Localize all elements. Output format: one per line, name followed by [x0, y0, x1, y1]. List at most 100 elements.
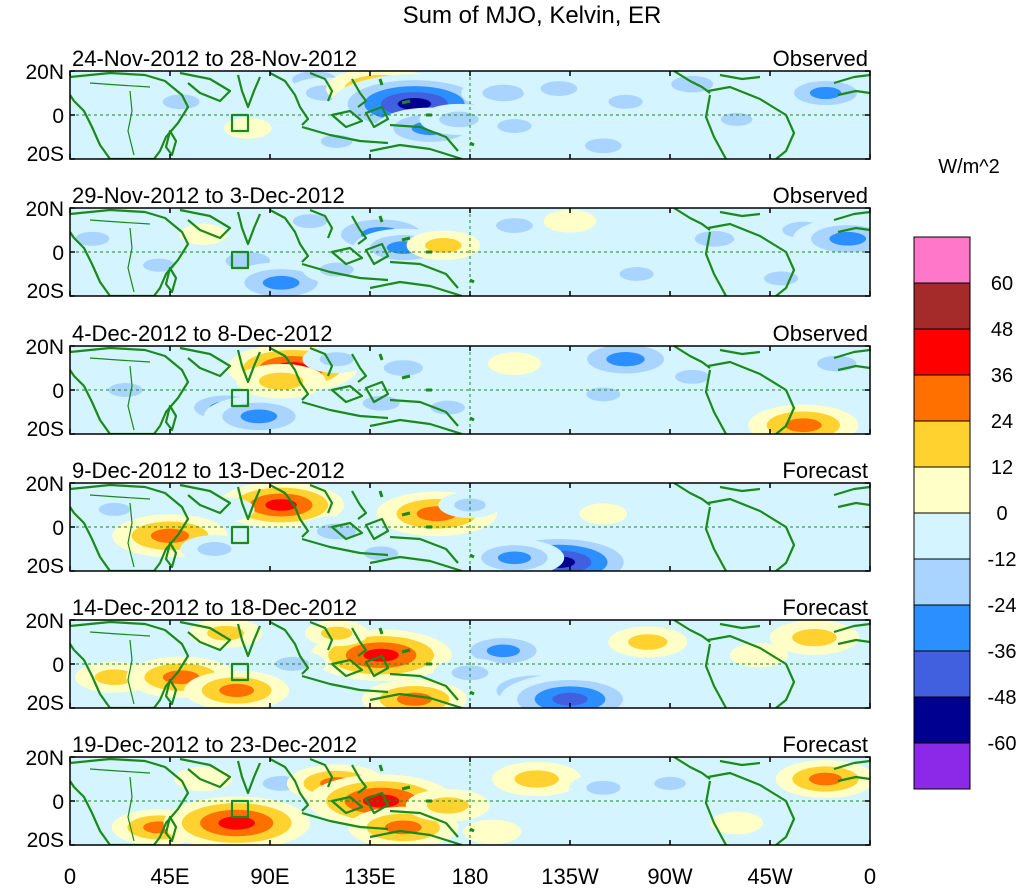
- field-contour: [196, 497, 255, 522]
- field-contour: [584, 138, 622, 154]
- field-contour: [174, 129, 233, 154]
- colorbar-units-label: W/m^2: [938, 156, 1000, 178]
- chart-title: Sum of MJO, Kelvin, ER: [403, 2, 662, 29]
- field-contour: [514, 770, 559, 788]
- field-contour: [179, 223, 228, 245]
- field-contour: [729, 643, 788, 668]
- colorbar-label: -48: [988, 687, 1017, 709]
- x-tick-label: 180: [452, 864, 489, 889]
- field-contour: [720, 112, 753, 126]
- y-tick-label: 20N: [25, 198, 64, 221]
- y-tick-label: 0: [52, 791, 64, 814]
- colorbar-swatch: [913, 742, 971, 790]
- y-tick-label: 20S: [27, 829, 64, 852]
- field-contour: [162, 94, 200, 110]
- field-contour: [785, 418, 822, 433]
- field-contour: [710, 811, 764, 835]
- panel-kind: Observed: [773, 46, 868, 71]
- panel-period: 14-Dec-2012 to 18-Dec-2012: [72, 595, 357, 620]
- map-panel: 20N 0 20S 29-Nov-2012 to 3-Dec-2012 Observed: [25, 183, 871, 303]
- y-tick-label: 20N: [25, 61, 64, 84]
- field-contour: [197, 542, 232, 556]
- field-contour: [628, 634, 668, 650]
- field-contour: [258, 372, 304, 390]
- field-contour: [454, 498, 486, 512]
- field-contour: [150, 528, 190, 543]
- field-contour: [809, 86, 842, 100]
- field-contour: [424, 238, 462, 253]
- field-contour: [496, 218, 533, 233]
- x-tick-label: 45E: [150, 864, 189, 889]
- field-contour: [463, 819, 522, 844]
- field-contour: [292, 214, 328, 229]
- map-panel: 20N 0 20S 19-Dec-2012 to 23-Dec-2012 Forecas…: [25, 732, 871, 852]
- field-contour: [497, 119, 532, 133]
- panel-period: 4-Dec-2012 to 8-Dec-2012: [72, 321, 332, 346]
- colorbar: W/m^2 60 48 36 24 12 0 -12 -24 -36 -48 -60: [913, 156, 1017, 790]
- y-tick-label: 0: [52, 517, 64, 540]
- x-tick-label: 135W: [541, 864, 599, 889]
- field-contour: [430, 400, 465, 415]
- field-contour: [75, 231, 110, 246]
- colorbar-swatch: [913, 650, 971, 698]
- panel-period: 9-Dec-2012 to 13-Dec-2012: [72, 458, 345, 483]
- field-contour: [482, 84, 525, 102]
- field-contour: [497, 551, 532, 565]
- field-contour: [94, 669, 135, 685]
- field-contour: [608, 94, 643, 109]
- panel-period: 29-Nov-2012 to 3-Dec-2012: [72, 183, 345, 208]
- field-contour: [174, 766, 233, 792]
- y-tick-label: 0: [52, 380, 64, 403]
- field-contour: [98, 502, 131, 516]
- panel-period: 24-Nov-2012 to 28-Nov-2012: [72, 46, 357, 71]
- colorbar-label: 48: [991, 319, 1013, 341]
- x-tick-label: 45W: [747, 864, 792, 889]
- colorbar-swatch: [913, 282, 971, 330]
- map-panel: 20N 0 20S 14-Dec-2012 to 18-Dec-2012 Forecas…: [25, 595, 871, 715]
- colorbar-swatch: [913, 466, 971, 514]
- field-contour: [707, 519, 766, 544]
- field-contour: [207, 625, 244, 641]
- map-panel: 20N 0 20S 24-Nov-2012 to 28-Nov-2012 Observe…: [25, 46, 871, 166]
- colorbar-swatch: [913, 512, 971, 560]
- colorbar-label: 36: [991, 365, 1013, 387]
- y-tick-label: 20N: [25, 747, 64, 770]
- y-tick-label: 20N: [25, 610, 64, 633]
- panel-kind: Observed: [773, 183, 868, 208]
- field-contour: [552, 692, 588, 706]
- colorbar-label: 12: [991, 457, 1013, 479]
- map-panel: 20N 0 20S 9-Dec-2012 to 13-Dec-2012 Forecast: [25, 458, 871, 578]
- field-contour: [808, 772, 843, 786]
- y-tick-label: 20N: [25, 473, 64, 496]
- x-tick-label: 90W: [647, 864, 692, 889]
- field-contour: [364, 546, 399, 561]
- x-axis: 0 45E 90E 135E 180 135W 90W 45W 0: [64, 864, 876, 889]
- field-contour: [240, 409, 278, 424]
- field-contour: [654, 776, 686, 790]
- field-contour: [439, 111, 479, 128]
- panel-period: 19-Dec-2012 to 23-Dec-2012: [72, 732, 357, 757]
- field-contour: [540, 81, 578, 96]
- field-contour: [383, 360, 424, 376]
- colorbar-label: -24: [988, 595, 1017, 617]
- colorbar-label: 60: [991, 273, 1013, 295]
- anomaly-field: [110, 71, 870, 159]
- y-tick-label: 20S: [27, 692, 64, 715]
- field-contour: [619, 267, 654, 281]
- colorbar-label: 0: [996, 503, 1007, 525]
- colorbar-label: -36: [988, 641, 1017, 663]
- panel-kind: Forecast: [782, 458, 868, 483]
- field-contour: [675, 369, 710, 384]
- field-contour: [586, 780, 621, 795]
- x-tick-label: 0: [64, 864, 76, 889]
- field-contour: [694, 231, 735, 247]
- field-contour: [396, 692, 432, 706]
- panel-kind: Forecast: [782, 732, 868, 757]
- colorbar-swatch: [913, 328, 971, 376]
- field-contour: [152, 364, 211, 389]
- field-contour: [829, 231, 867, 246]
- field-contour: [319, 262, 354, 277]
- y-tick-label: 20S: [27, 143, 64, 166]
- x-tick-label: 135E: [344, 864, 395, 889]
